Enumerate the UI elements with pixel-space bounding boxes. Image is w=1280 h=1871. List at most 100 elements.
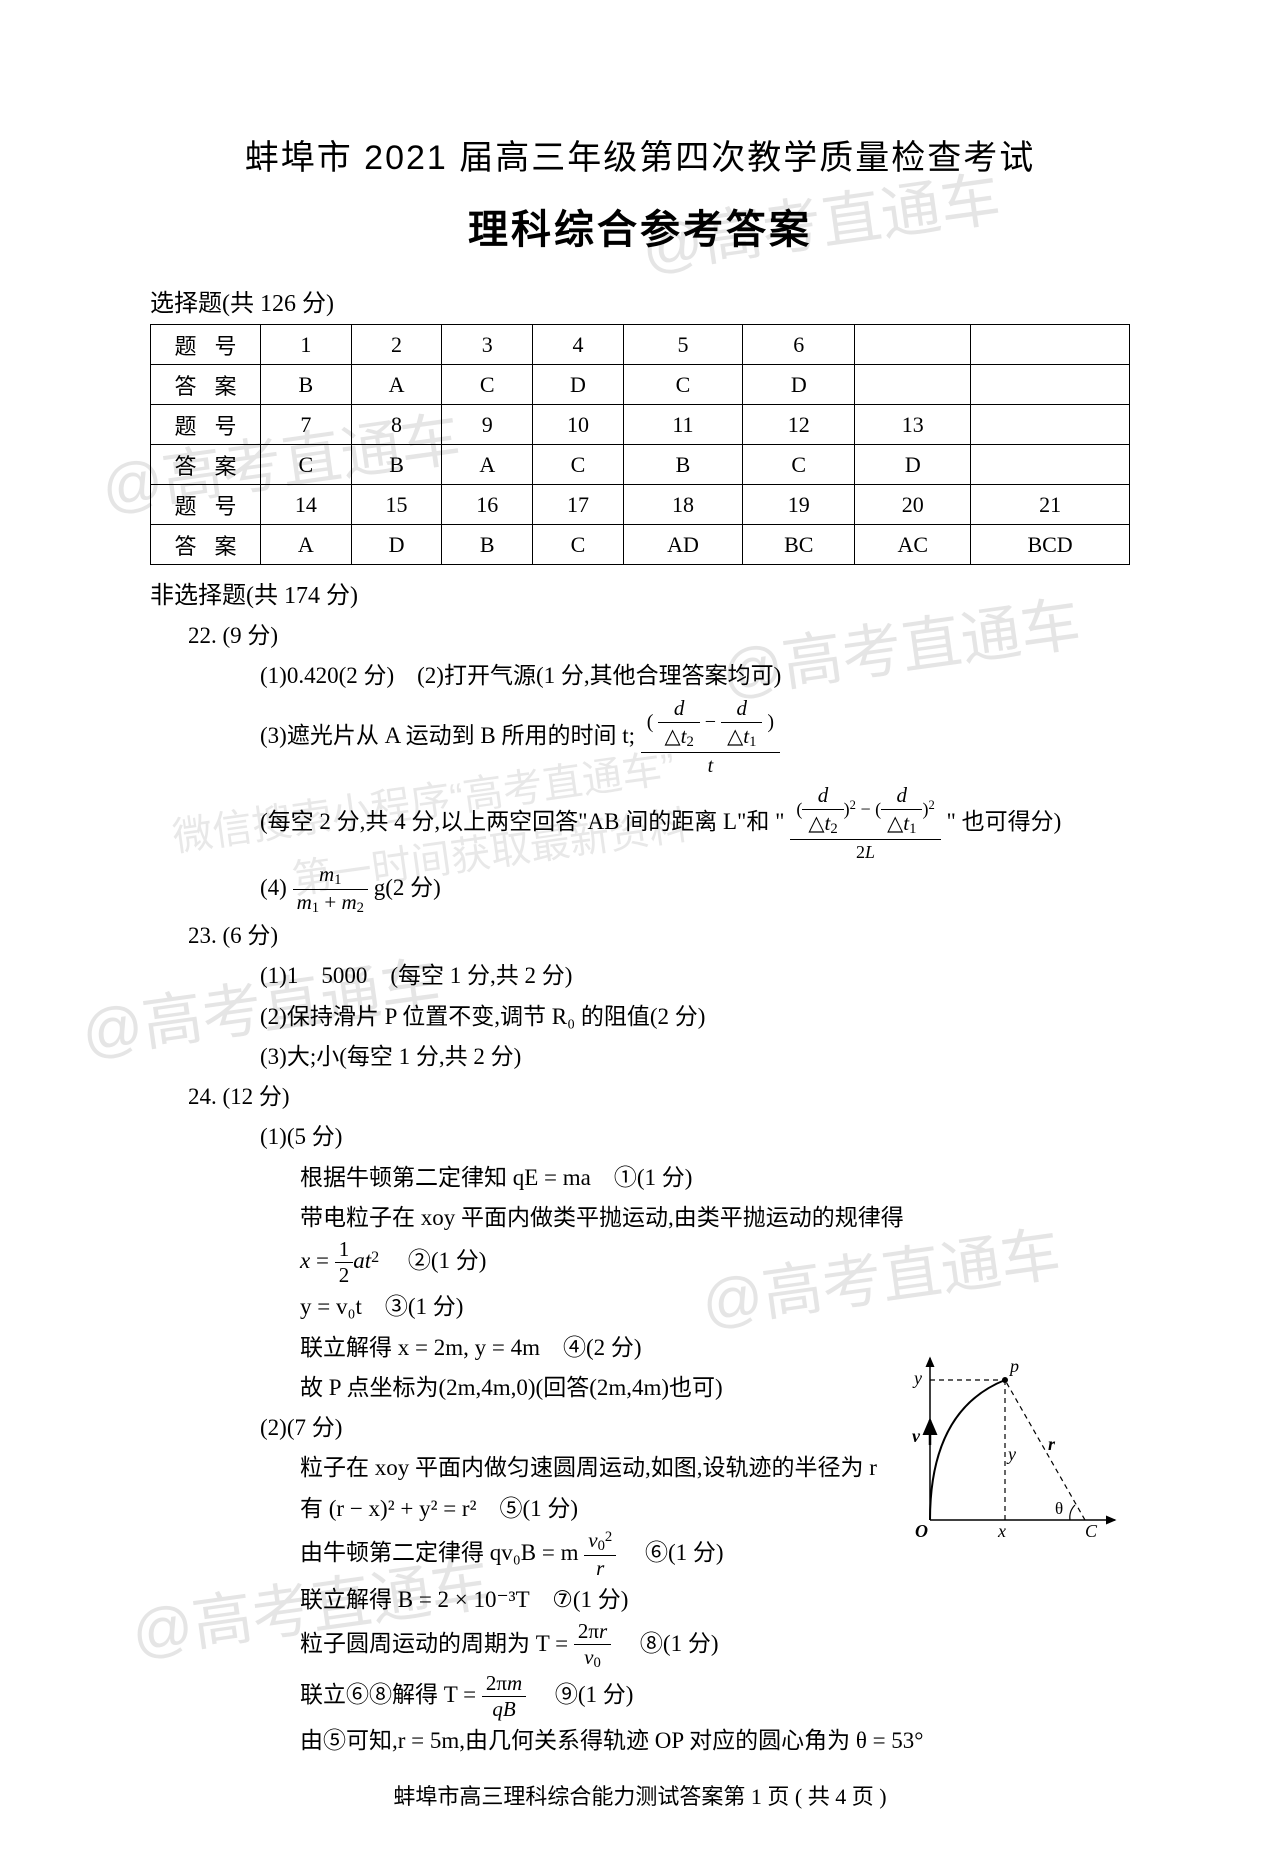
q24-l12-post: ⑨(1 分) — [532, 1681, 634, 1706]
q22-p4-post: g(2 分) — [374, 875, 441, 900]
q22-p3-formula: ( d△t2 − d△t1 ) t — [641, 697, 780, 778]
cell: AD — [623, 525, 742, 565]
cell: 1 — [261, 325, 352, 365]
diagram-label-x: x — [997, 1521, 1006, 1540]
q22-part4: (4) m1 m1 + m2 g(2 分) — [150, 863, 1130, 916]
cell: 15 — [351, 485, 442, 525]
q22-p4-pre: (4) — [260, 875, 287, 900]
cell: B — [623, 445, 742, 485]
page-footer: 蚌埠市高三理科综合能力测试答案第 1 页 ( 共 4 页 ) — [150, 1779, 1130, 1811]
table-row: 答案 B A C D C D — [151, 365, 1130, 405]
q24-l1: 根据牛顿第二定律知 qE = ma ①(1 分) — [150, 1158, 1130, 1198]
q22-p4-frac: m1 m1 + m2 — [293, 863, 368, 916]
cell — [855, 325, 971, 365]
cell: C — [261, 445, 352, 485]
cell: A — [351, 365, 442, 405]
q22-note-formula: (d△t2)2 − (d△t1)2 2L — [790, 784, 940, 863]
q23-head: 23. (6 分) — [150, 916, 1130, 956]
q23-p2: (2)保持滑片 P 位置不变,调节 R₀ 的阻值(2 分) — [150, 997, 1130, 1037]
question-22: 22. (9 分) (1)0.420(2 分) (2)打开气源(1 分,其他合理… — [150, 616, 1130, 916]
cell: A — [442, 445, 533, 485]
trajectory-diagram: p y v r y x O C θ — [910, 1350, 1120, 1540]
q24-l2: 带电粒子在 xoy 平面内做类平抛运动,由类平抛运动的规律得 — [150, 1198, 1130, 1238]
cell: 7 — [261, 405, 352, 445]
q24-l3-post: ②(1 分) — [385, 1248, 487, 1273]
q22-note-a: (每空 2 分,共 4 分,以上两空回答"AB 间的距离 L"和 " — [260, 809, 785, 834]
cell: B — [351, 445, 442, 485]
cell — [971, 405, 1130, 445]
cell: 16 — [442, 485, 533, 525]
cell: AC — [855, 525, 971, 565]
cell — [855, 365, 971, 405]
diagram-label-y: y — [912, 1368, 922, 1388]
q24-l11-post: ⑧(1 分) — [617, 1631, 719, 1656]
q22-part3: (3)遮光片从 A 运动到 B 所用的时间 t; ( d△t2 − d△t1 )… — [150, 697, 1130, 778]
cell: 10 — [533, 405, 624, 445]
q24-l11: 粒子圆周运动的周期为 T = 2πrv0 ⑧(1 分) — [150, 1620, 1130, 1671]
cell: 8 — [351, 405, 442, 445]
row-label: 题号 — [151, 325, 261, 365]
table-row: 题号 7 8 9 10 11 12 13 — [151, 405, 1130, 445]
row-label: 答案 — [151, 445, 261, 485]
row-label: 答案 — [151, 525, 261, 565]
cell: A — [261, 525, 352, 565]
cell: BC — [743, 525, 855, 565]
q24-l9-pre: 由牛顿第二定律得 qv₀B = m — [300, 1540, 578, 1565]
cell: C — [533, 445, 624, 485]
q24-l4: y = v₀t ③(1 分) — [150, 1287, 1130, 1327]
row-label: 题号 — [151, 485, 261, 525]
q22-p3-text: (3)遮光片从 A 运动到 B 所用的时间 t; — [260, 722, 635, 747]
page-title: 蚌埠市 2021 届高三年级第四次教学质量检查考试 — [150, 130, 1130, 179]
cell: 17 — [533, 485, 624, 525]
cell: B — [442, 525, 533, 565]
q24-l13: 由⑤可知,r = 5m,由几何关系得轨迹 OP 对应的圆心角为 θ = 53° — [150, 1721, 1130, 1761]
q22-note-b: " 也可得分) — [947, 809, 1062, 834]
cell: C — [623, 365, 742, 405]
diagram-label-r: r — [1048, 1434, 1056, 1454]
q22-p3-note: (每空 2 分,共 4 分,以上两空回答"AB 间的距离 L"和 " (d△t2… — [150, 784, 1130, 863]
cell: D — [351, 525, 442, 565]
q24-l12-pre: 联立⑥⑧解得 T = — [300, 1681, 482, 1706]
page-container: 蚌埠市 2021 届高三年级第四次教学质量检查考试 理科综合参考答案 选择题(共… — [0, 0, 1280, 1871]
diagram-label-theta: θ — [1055, 1499, 1063, 1518]
q24-head: 24. (12 分) — [150, 1077, 1130, 1117]
q24-l12: 联立⑥⑧解得 T = 2πmqB ⑨(1 分) — [150, 1672, 1130, 1721]
cell: D — [533, 365, 624, 405]
diagram-label-O: O — [915, 1521, 928, 1540]
row-label: 答案 — [151, 365, 261, 405]
q24-s1: (1)(5 分) — [150, 1117, 1130, 1157]
cell: 19 — [743, 485, 855, 525]
cell: 20 — [855, 485, 971, 525]
cell: 12 — [743, 405, 855, 445]
cell: D — [855, 445, 971, 485]
cell: 14 — [261, 485, 352, 525]
cell: BCD — [971, 525, 1130, 565]
cell: C — [743, 445, 855, 485]
table-row: 题号 1 2 3 4 5 6 — [151, 325, 1130, 365]
cell: D — [743, 365, 855, 405]
q24-l11-pre: 粒子圆周运动的周期为 T = — [300, 1631, 574, 1656]
cell: 11 — [623, 405, 742, 445]
section-free-response-head: 非选择题(共 174 分) — [150, 575, 1130, 610]
question-23: 23. (6 分) (1)1 5000 (每空 1 分,共 2 分) (2)保持… — [150, 916, 1130, 1077]
answer-table: 题号 1 2 3 4 5 6 答案 B A C D C D 题号 7 8 9 1… — [150, 324, 1130, 565]
cell: 3 — [442, 325, 533, 365]
cell: 18 — [623, 485, 742, 525]
page-subtitle: 理科综合参考答案 — [150, 197, 1130, 255]
cell: 21 — [971, 485, 1130, 525]
cell — [971, 325, 1130, 365]
q22-head: 22. (9 分) — [150, 616, 1130, 656]
row-label: 题号 — [151, 405, 261, 445]
cell: 5 — [623, 325, 742, 365]
q24-l3: x = 12at2 ②(1 分) — [150, 1238, 1130, 1287]
q24-l10: 联立解得 B = 2 × 10⁻³T ⑦(1 分) — [150, 1580, 1130, 1620]
section-multiple-choice-head: 选择题(共 126 分) — [150, 283, 1130, 318]
cell — [971, 445, 1130, 485]
q23-p1: (1)1 5000 (每空 1 分,共 2 分) — [150, 956, 1130, 996]
cell: 2 — [351, 325, 442, 365]
table-row: 题号 14 15 16 17 18 19 20 21 — [151, 485, 1130, 525]
q22-part1-2: (1)0.420(2 分) (2)打开气源(1 分,其他合理答案均可) — [150, 656, 1130, 696]
q23-p3: (3)大;小(每空 1 分,共 2 分) — [150, 1037, 1130, 1077]
cell: B — [261, 365, 352, 405]
cell — [971, 365, 1130, 405]
